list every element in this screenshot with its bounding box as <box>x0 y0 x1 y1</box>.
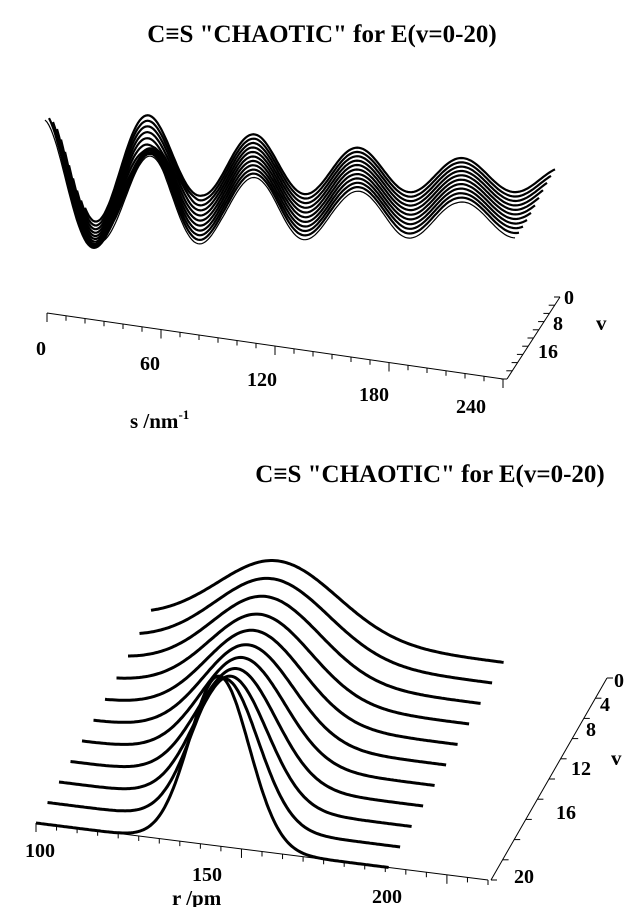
z-tick-label: 0 <box>614 670 624 692</box>
series-line <box>104 628 458 746</box>
series-group-top <box>44 114 556 250</box>
x-ticks-top <box>46 313 504 388</box>
x-tick-label: 150 <box>192 864 222 886</box>
series-line <box>150 559 504 664</box>
series-line <box>79 119 552 227</box>
chart-title-bottom: C≡S "CHAOTIC" for E(v=0-20) <box>255 461 605 488</box>
x-tick-label: 100 <box>25 840 55 862</box>
x-tick-label: 120 <box>247 369 277 391</box>
series-line <box>51 121 524 247</box>
x-tick-label: 200 <box>372 886 402 907</box>
z-axis-label-bottom: v <box>611 746 622 770</box>
z-tick-label: 12 <box>571 758 591 780</box>
z-ticks-bottom <box>491 677 613 881</box>
series-group-bottom <box>35 559 504 869</box>
z-tick-label: 16 <box>538 341 558 363</box>
series-line <box>44 119 516 250</box>
z-tick-label: 8 <box>586 719 596 741</box>
series-line <box>75 125 548 231</box>
z-tick-label: 16 <box>556 802 576 824</box>
series-line <box>139 576 493 685</box>
series-line <box>59 139 532 243</box>
chart-title-top: C≡S "CHAOTIC" for E(v=0-20) <box>147 21 497 48</box>
z-tick-label: 4 <box>600 694 610 716</box>
series-line <box>58 674 412 828</box>
series-line <box>128 594 481 705</box>
x-axis-label-bottom: r /pm <box>172 886 222 907</box>
series-line <box>71 130 544 234</box>
series-line <box>55 128 528 246</box>
chart-bottom: C≡S "CHAOTIC" for E(v=0-20) 100 150 200 … <box>25 461 624 907</box>
z-tick-label: 0 <box>564 287 574 309</box>
x-tick-label: 240 <box>456 396 486 418</box>
series-line <box>81 655 435 787</box>
x-axis-label-top: s /nm-1 <box>130 407 189 433</box>
series-line <box>70 667 424 808</box>
series-line <box>47 677 401 849</box>
x-ticks-bottom <box>35 823 489 885</box>
series-line <box>116 612 470 726</box>
z-axis-label-top: v <box>596 311 607 335</box>
series-line <box>63 143 536 240</box>
z-ticks-top <box>501 296 560 380</box>
x-tick-label: 180 <box>359 384 389 406</box>
series-line <box>93 643 447 767</box>
x-tick-label: 60 <box>140 353 160 375</box>
x-tick-label: 0 <box>36 338 46 360</box>
z-tick-label: 8 <box>553 313 563 335</box>
chart-top: C≡S "CHAOTIC" for E(v=0-20) 0 60 120 180… <box>36 21 607 433</box>
series-line <box>48 117 520 249</box>
series-line <box>83 114 556 223</box>
z-tick-label: 20 <box>514 866 534 888</box>
series-line <box>67 137 540 238</box>
